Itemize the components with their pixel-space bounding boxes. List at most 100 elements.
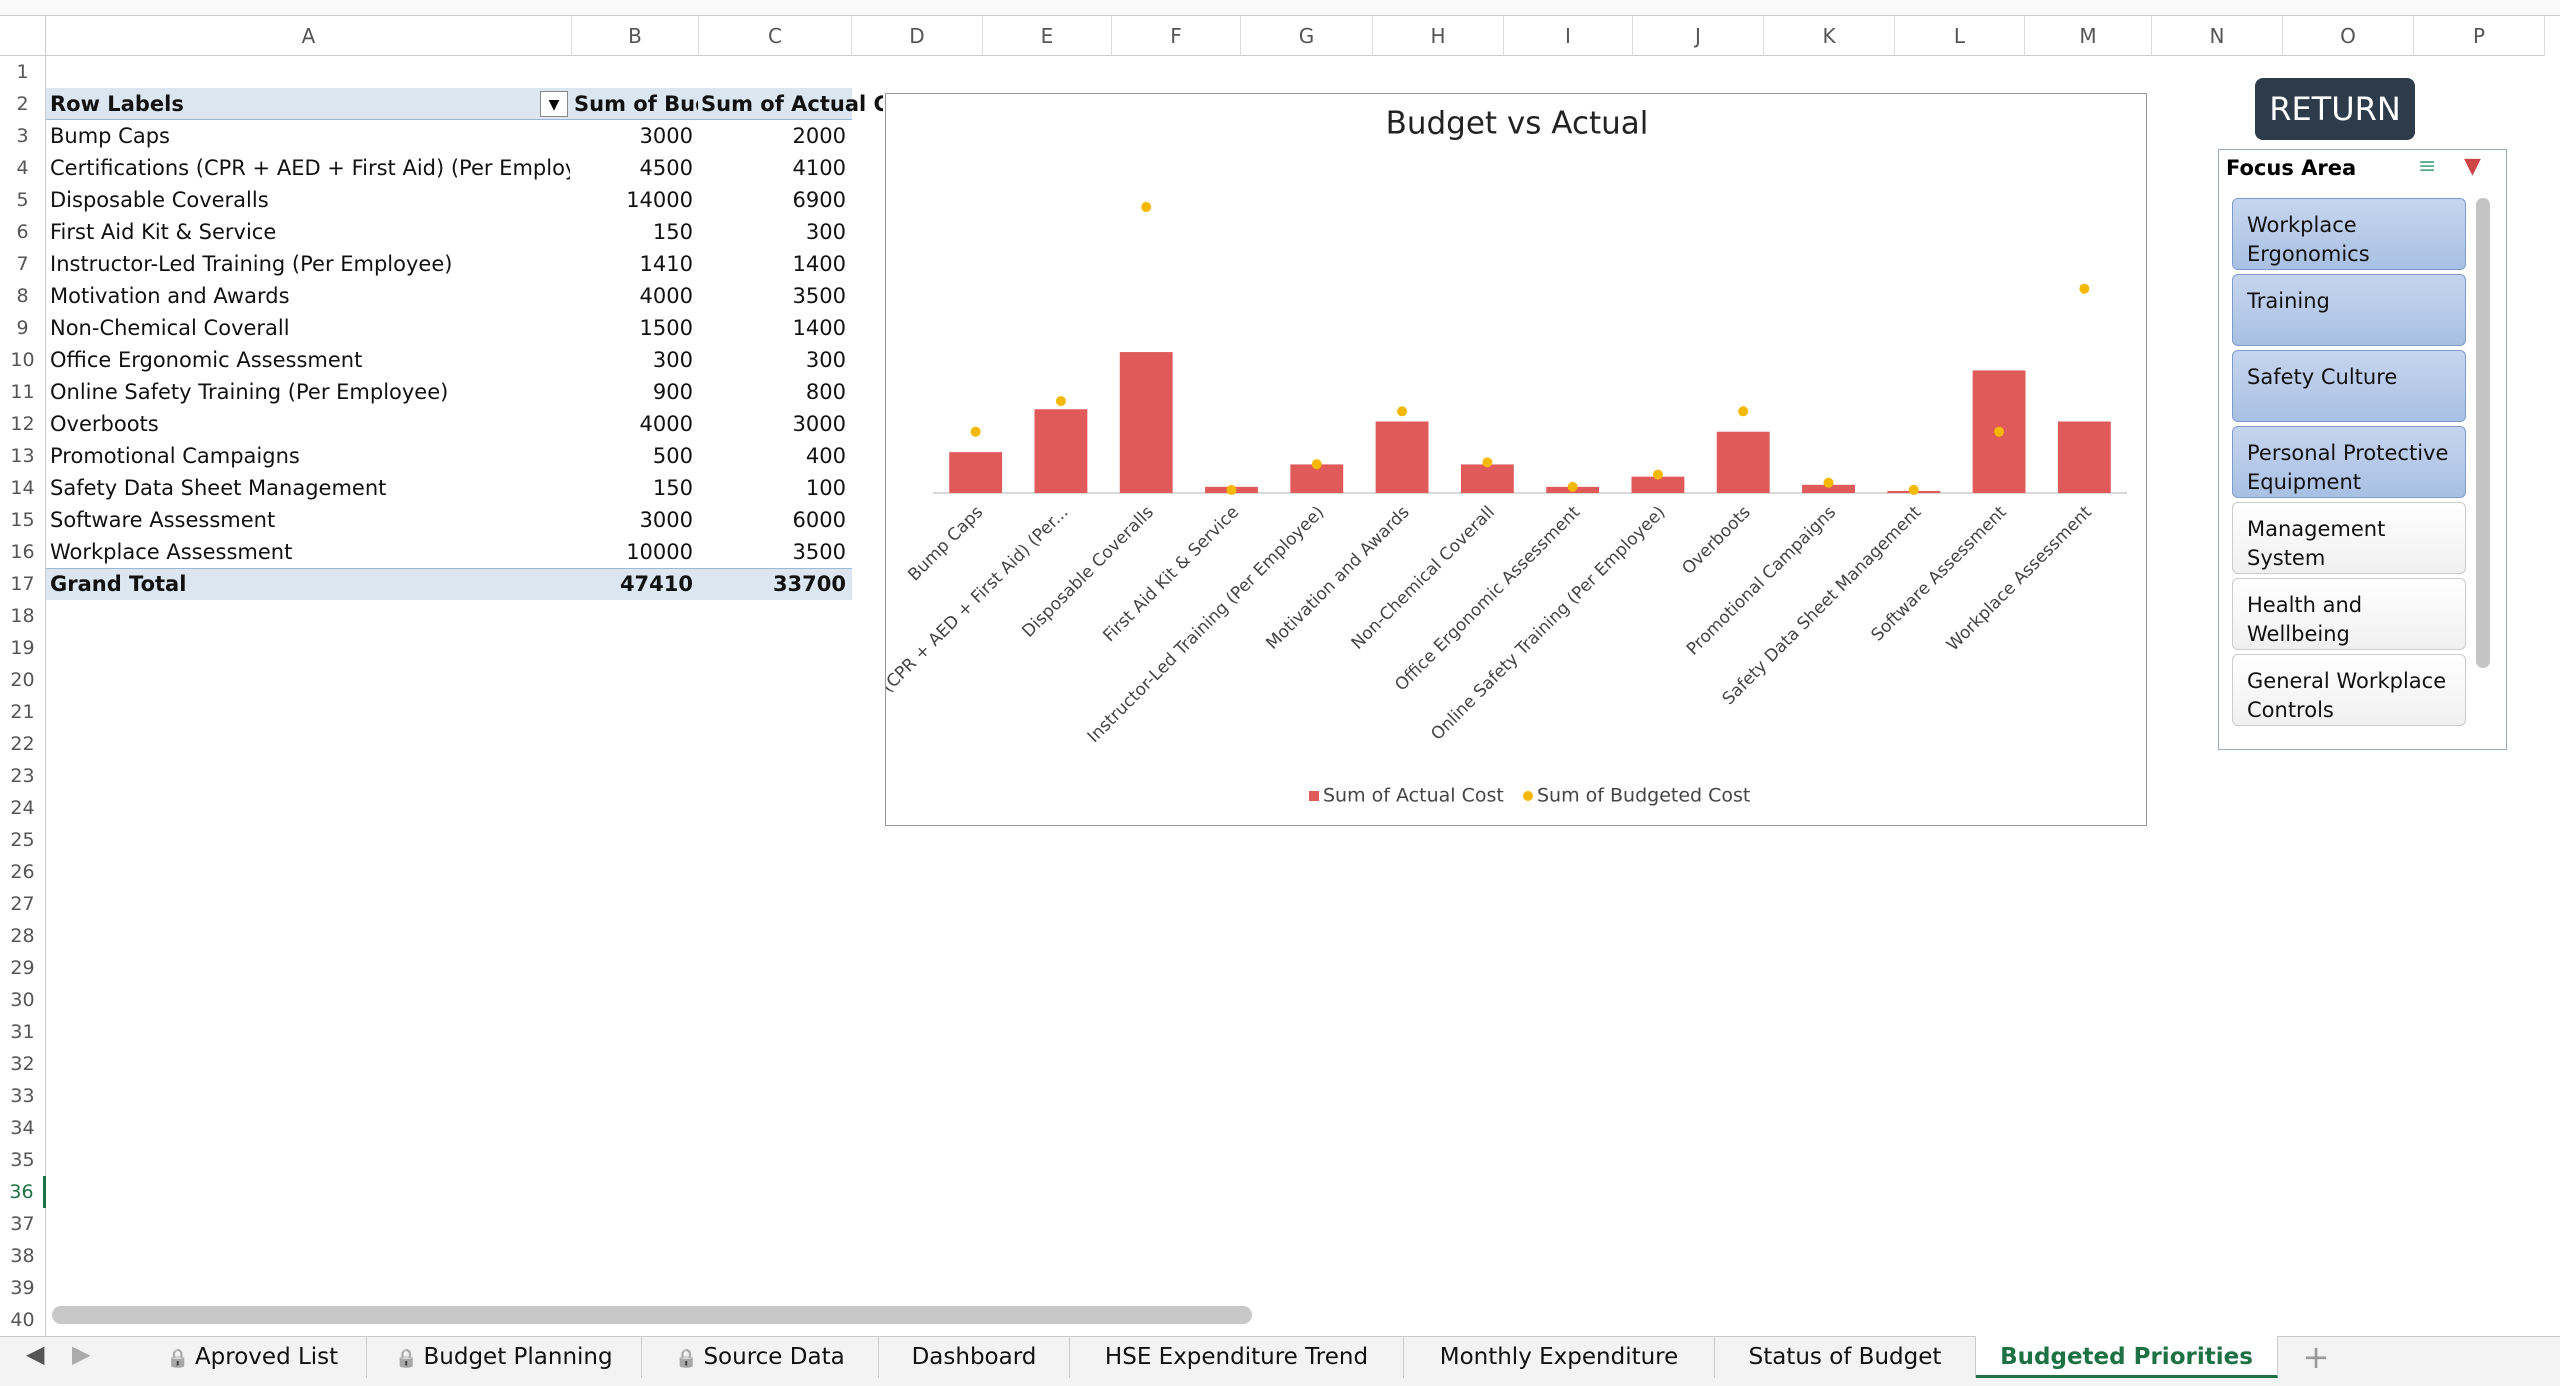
column-header[interactable]: E	[983, 16, 1112, 56]
row-label[interactable]: Promotional Campaigns	[50, 444, 300, 468]
sheet-tab[interactable]: Monthly Expenditure	[1404, 1336, 1715, 1378]
sheet-tab[interactable]: HSE Expenditure Trend	[1070, 1336, 1404, 1378]
row-label[interactable]: Software Assessment	[50, 508, 276, 532]
row-header[interactable]: 2	[0, 88, 46, 120]
actual-cell[interactable]: 1400	[792, 252, 846, 276]
budget-cell[interactable]: 300	[652, 348, 693, 372]
row-header[interactable]: 9	[0, 312, 46, 344]
slicer-scrollbar[interactable]	[2476, 198, 2490, 668]
budget-cell[interactable]: 4000	[639, 412, 693, 436]
row-header[interactable]: 32	[0, 1048, 46, 1080]
row-header[interactable]: 25	[0, 824, 46, 856]
row-header[interactable]: 15	[0, 504, 46, 536]
row-header[interactable]: 29	[0, 952, 46, 984]
row-header[interactable]: 7	[0, 248, 46, 280]
sheet-tab[interactable]: 🔒 Source Data	[642, 1336, 879, 1378]
row-header[interactable]: 1	[0, 56, 46, 88]
clear-filter-icon[interactable]: ▼	[2464, 154, 2481, 179]
slicer-item[interactable]: Workplace Ergonomics	[2232, 198, 2466, 270]
column-header[interactable]: F	[1112, 16, 1241, 56]
budget-cell[interactable]: 10000	[626, 540, 693, 564]
slicer-item[interactable]: Personal Protective Equipment	[2232, 426, 2466, 498]
sheet-tab[interactable]: 🔒 Budget Planning	[367, 1336, 642, 1378]
row-label[interactable]: Office Ergonomic Assessment	[50, 348, 363, 372]
horizontal-scrollbar[interactable]	[52, 1306, 1252, 1324]
row-label[interactable]: Certifications (CPR + AED + First Aid) (…	[50, 156, 570, 180]
column-header[interactable]: K	[1764, 16, 1895, 56]
actual-cell[interactable]: 100	[805, 476, 846, 500]
filter-dropdown[interactable]: ▼	[540, 91, 568, 117]
budget-cell[interactable]: 14000	[626, 188, 693, 212]
slicer-item[interactable]: Training	[2232, 274, 2466, 346]
row-header[interactable]: 19	[0, 632, 46, 664]
scroll-right-arrow[interactable]: ▶	[72, 1340, 91, 1368]
row-header[interactable]: 21	[0, 696, 46, 728]
row-header[interactable]: 4	[0, 152, 46, 184]
budget-cell[interactable]: 150	[652, 220, 693, 244]
row-header[interactable]: 3	[0, 120, 46, 152]
select-all[interactable]	[0, 16, 46, 56]
slicer-item[interactable]: Management System	[2232, 502, 2466, 574]
row-header[interactable]: 28	[0, 920, 46, 952]
row-header[interactable]: 35	[0, 1144, 46, 1176]
column-header[interactable]: H	[1373, 16, 1504, 56]
row-label[interactable]: Bump Caps	[50, 124, 170, 148]
actual-cell[interactable]: 2000	[792, 124, 846, 148]
row-header[interactable]: 31	[0, 1016, 46, 1048]
column-header[interactable]: O	[2283, 16, 2414, 56]
column-header[interactable]: N	[2152, 16, 2283, 56]
row-label[interactable]: Instructor-Led Training (Per Employee)	[50, 252, 453, 276]
column-header[interactable]: G	[1241, 16, 1373, 56]
row-header[interactable]: 10	[0, 344, 46, 376]
row-label[interactable]: Non-Chemical Coverall	[50, 316, 290, 340]
row-header[interactable]: 34	[0, 1112, 46, 1144]
column-header[interactable]: L	[1895, 16, 2025, 56]
column-header[interactable]: D	[852, 16, 983, 56]
return-button[interactable]: RETURN	[2255, 78, 2415, 140]
row-header[interactable]: 6	[0, 216, 46, 248]
row-header[interactable]: 11	[0, 376, 46, 408]
slicer-item[interactable]: Health and Wellbeing	[2232, 578, 2466, 650]
multi-select-icon[interactable]: ≡	[2418, 154, 2437, 179]
row-label[interactable]: Safety Data Sheet Management	[50, 476, 387, 500]
row-header[interactable]: 18	[0, 600, 46, 632]
row-header[interactable]: 24	[0, 792, 46, 824]
sheet-tab[interactable]: Status of Budget	[1715, 1336, 1976, 1378]
row-label[interactable]: Overboots	[50, 412, 159, 436]
row-header[interactable]: 16	[0, 536, 46, 568]
budget-cell[interactable]: 3000	[639, 508, 693, 532]
slicer-item[interactable]: Safety Culture	[2232, 350, 2466, 422]
row-header[interactable]: 23	[0, 760, 46, 792]
row-header[interactable]: 36	[0, 1176, 46, 1208]
row-label[interactable]: Disposable Coveralls	[50, 188, 269, 212]
row-header[interactable]: 37	[0, 1208, 46, 1240]
actual-cell[interactable]: 400	[805, 444, 846, 468]
budget-cell[interactable]: 4500	[639, 156, 693, 180]
actual-cell[interactable]: 6900	[792, 188, 846, 212]
actual-cell[interactable]: 3000	[792, 412, 846, 436]
row-label[interactable]: Motivation and Awards	[50, 284, 290, 308]
budget-cell[interactable]: 1500	[639, 316, 693, 340]
actual-cell[interactable]: 3500	[792, 284, 846, 308]
sheet-tab[interactable]: Dashboard	[879, 1336, 1070, 1378]
row-header[interactable]: 8	[0, 280, 46, 312]
actual-cell[interactable]: 800	[805, 380, 846, 404]
row-label[interactable]: Online Safety Training (Per Employee)	[50, 380, 449, 404]
column-header[interactable]: J	[1633, 16, 1764, 56]
budget-cell[interactable]: 500	[652, 444, 693, 468]
row-header[interactable]: 12	[0, 408, 46, 440]
budget-cell[interactable]: 3000	[639, 124, 693, 148]
row-header[interactable]: 33	[0, 1080, 46, 1112]
budget-cell[interactable]: 4000	[639, 284, 693, 308]
sheet-tab[interactable]: Budgeted Priorities	[1976, 1336, 2278, 1378]
row-header[interactable]: 22	[0, 728, 46, 760]
actual-cell[interactable]: 300	[805, 220, 846, 244]
sheet-tab[interactable]: 🔒 Aproved List	[139, 1336, 367, 1378]
row-header[interactable]: 14	[0, 472, 46, 504]
row-header[interactable]: 27	[0, 888, 46, 920]
column-header[interactable]: B	[572, 16, 699, 56]
actual-cell[interactable]: 6000	[792, 508, 846, 532]
row-header[interactable]: 40	[0, 1304, 46, 1336]
column-header[interactable]: M	[2025, 16, 2152, 56]
scroll-left-arrow[interactable]: ◀	[26, 1340, 45, 1368]
